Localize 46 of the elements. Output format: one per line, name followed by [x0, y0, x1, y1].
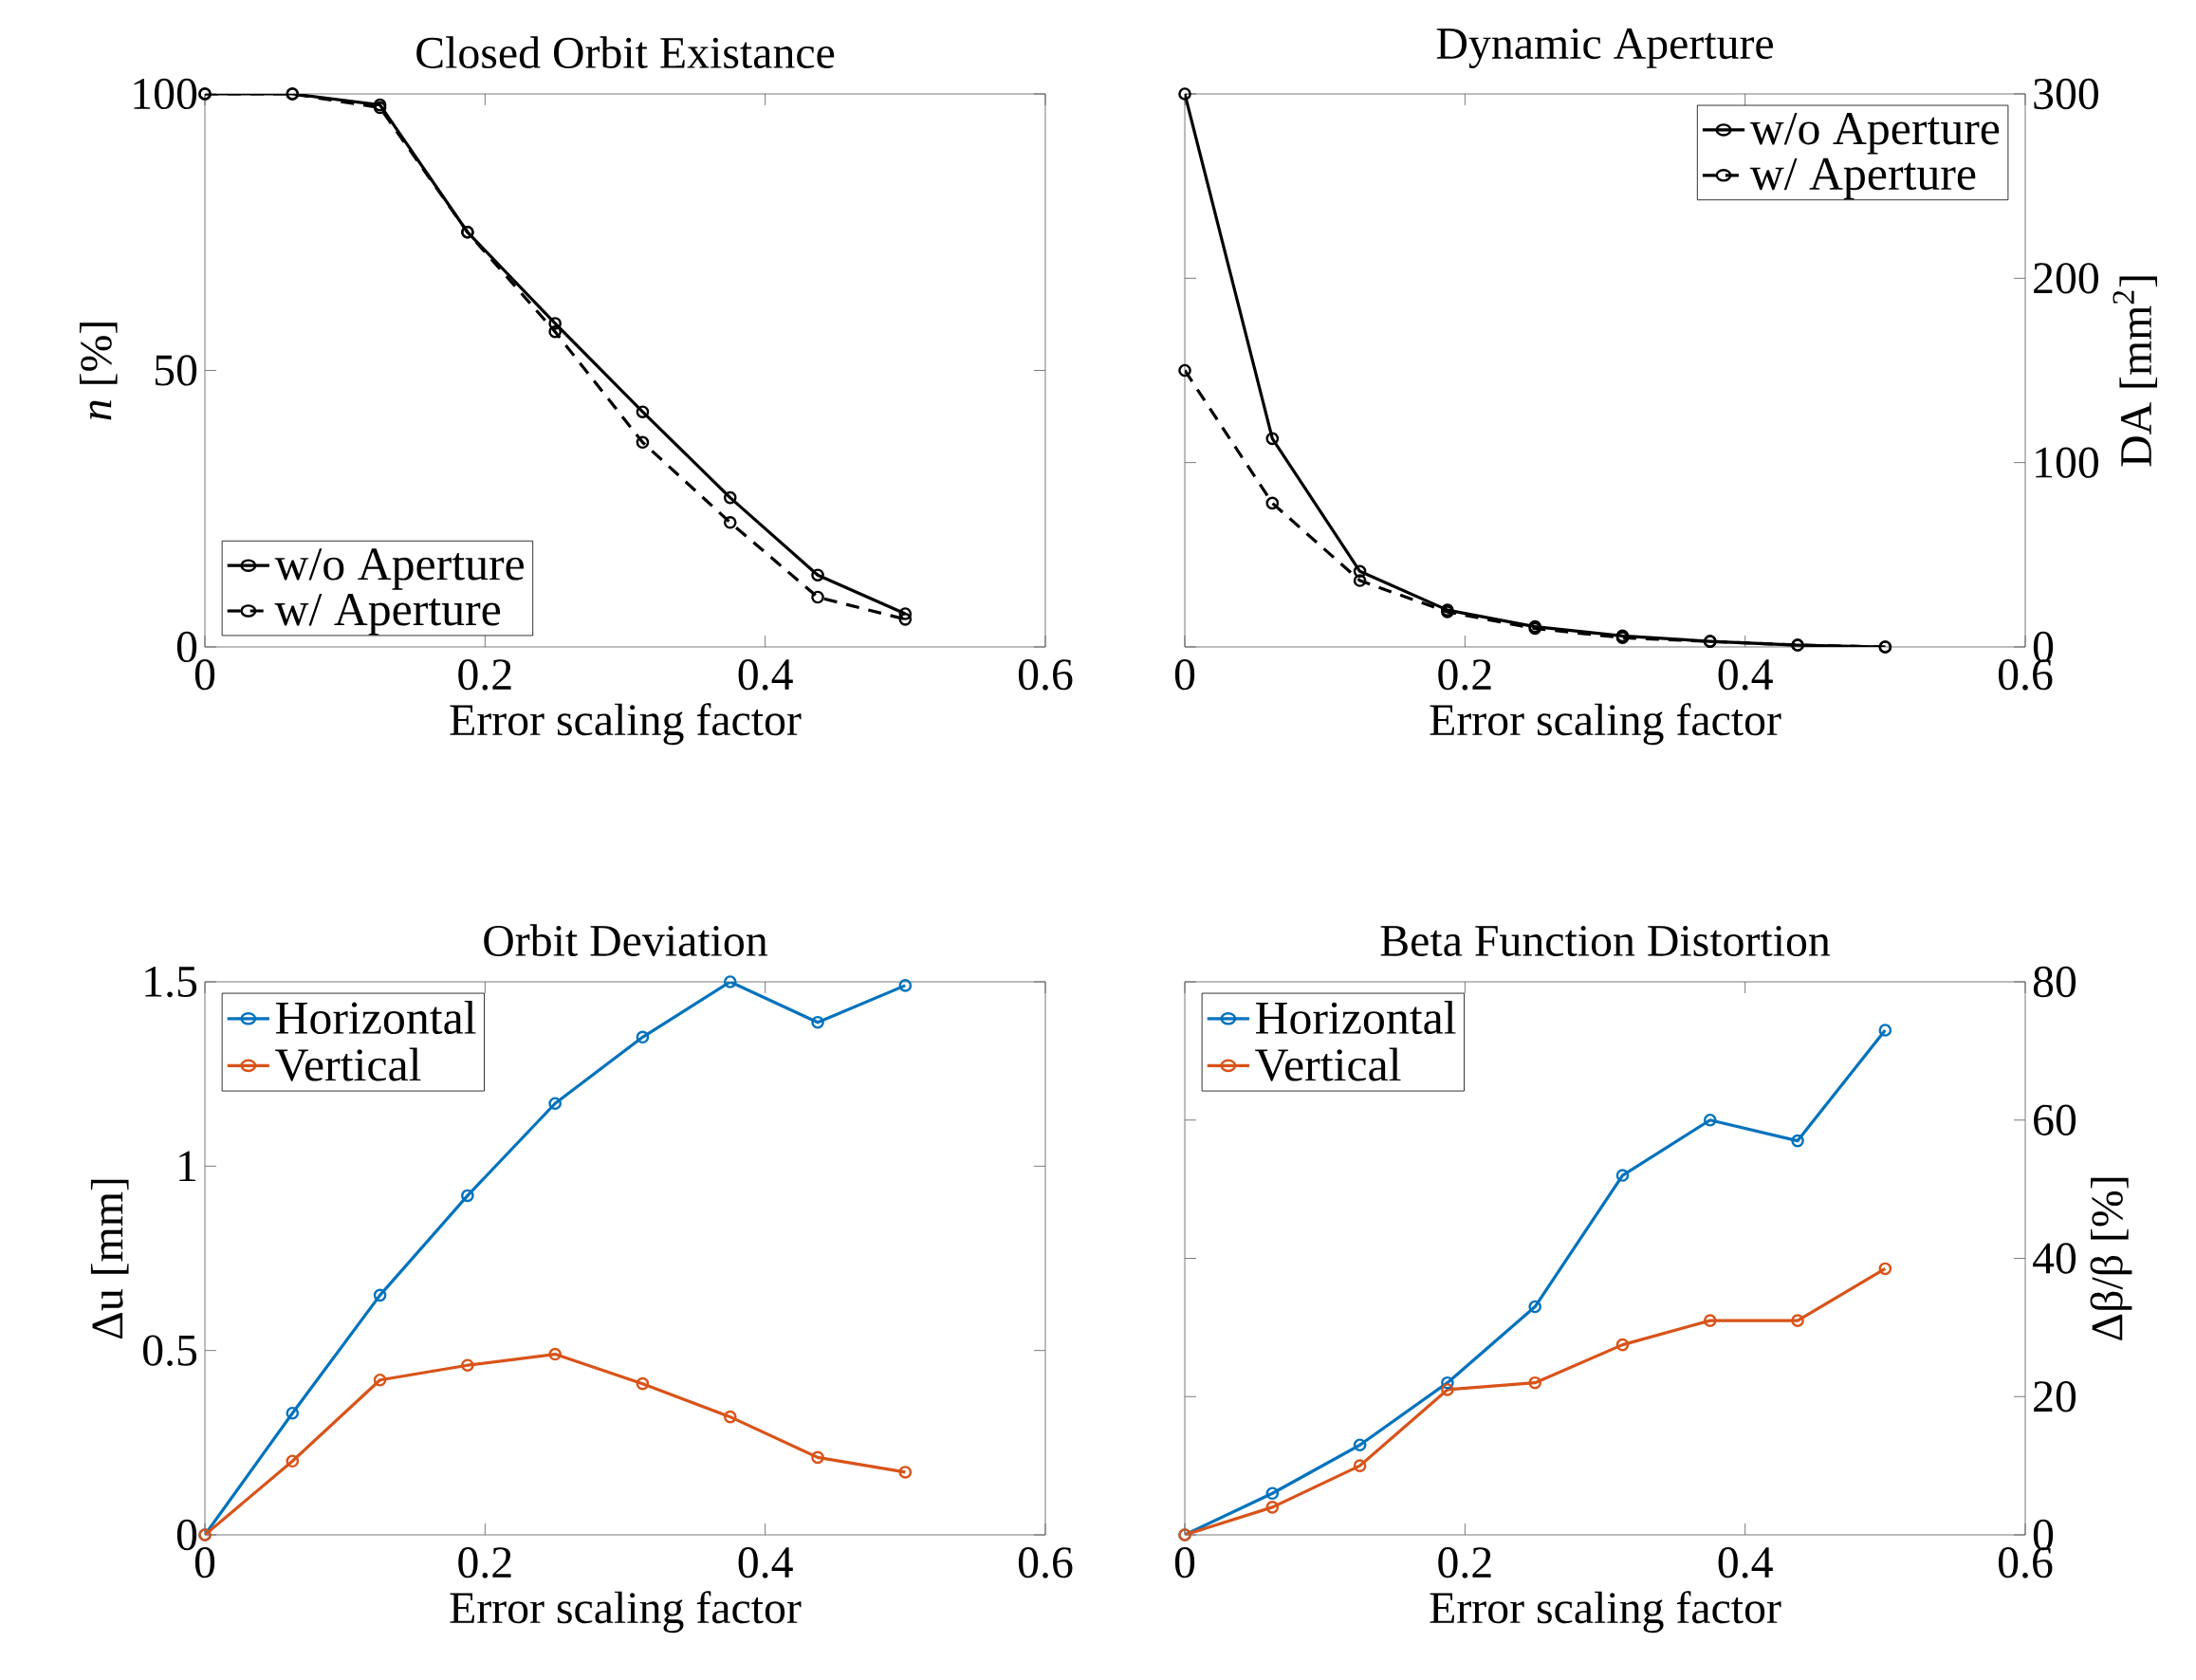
y-axis-title: Δu [mm]	[90, 1179, 129, 1339]
x-axis-title: Error scaling factor	[450, 703, 802, 746]
y2-tick-label: 300	[2034, 78, 2098, 110]
y2-tick-label: 80	[2033, 966, 2076, 998]
chart-title: Beta Function Distortion	[1380, 925, 1831, 956]
y-tick-label: 0.5	[143, 1335, 197, 1366]
x-tick-label: 0.6	[1018, 1547, 1073, 1578]
chart-title: Orbit Deviation	[484, 924, 767, 956]
x-tick-label: 0.2	[458, 659, 511, 691]
x-tick-label: 0	[1174, 1547, 1195, 1578]
x-tick-label: 0	[1174, 659, 1195, 691]
x-tick-label: 0.4	[1718, 659, 1773, 691]
legend-label: Horizontal	[275, 1001, 476, 1035]
y-tick-label: 0	[176, 1519, 197, 1551]
x-axis-title: Error scaling factor	[1430, 703, 1781, 746]
legend-label: w/ Aperture	[274, 594, 501, 636]
legend-label: Vertical	[1255, 1047, 1401, 1081]
x-tick-label: 0.4	[738, 659, 793, 691]
x-axis-title: Error scaling factor	[450, 1591, 802, 1634]
legend-label: Vertical	[275, 1047, 421, 1081]
x-tick-label: 0.6	[1018, 659, 1073, 691]
y2-tick-label: 60	[2034, 1104, 2076, 1135]
y2-tick-label: 100	[2036, 447, 2098, 478]
chart-title: Dynamic Aperture	[1436, 28, 1773, 68]
x-tick-label: 0.4	[738, 1547, 793, 1578]
y-axis-title: n [%]	[79, 323, 118, 420]
x-tick-label: 0.2	[1438, 1547, 1491, 1578]
legend-label: w/o Aperture	[1749, 113, 2000, 155]
y2-tick-label: 200	[2034, 263, 2098, 294]
x-tick-label: 0.2	[458, 1547, 511, 1578]
y2-axis-title: Δβ/β [%]	[2090, 1177, 2132, 1340]
y2-tick-label: 20	[2034, 1381, 2076, 1412]
legend-label: Horizontal	[1255, 1001, 1456, 1035]
y-tick-label: 50	[155, 355, 197, 386]
y2-tick-label: 40	[2032, 1243, 2076, 1274]
legend-label: w/o Aperture	[274, 548, 524, 590]
chart-title: Closed Orbit Existance	[416, 36, 835, 68]
x-axis-title: Error scaling factor	[1430, 1591, 1781, 1634]
y-tick-label: 1	[179, 1151, 196, 1182]
y-tick-label: 100	[134, 78, 197, 110]
y-tick-label: 0	[176, 631, 197, 663]
x-tick-label: 0.2	[1438, 659, 1491, 691]
legend-label: w/ Aperture	[1749, 157, 1976, 200]
y-tick-label: 1.5	[145, 966, 197, 998]
y2-axis-title: DA [mm$^{2}$]	[2113, 276, 2158, 467]
x-tick-label: 0.4	[1718, 1547, 1773, 1578]
